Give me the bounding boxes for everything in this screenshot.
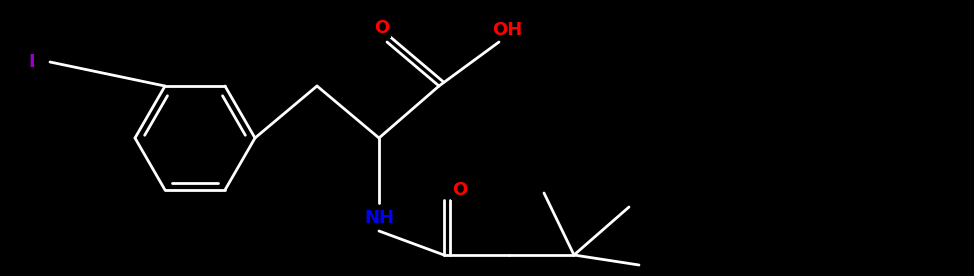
Text: OH: OH bbox=[492, 21, 522, 39]
Text: I: I bbox=[28, 53, 35, 71]
Text: O: O bbox=[374, 19, 390, 37]
Text: O: O bbox=[452, 181, 468, 199]
Text: NH: NH bbox=[364, 209, 394, 227]
